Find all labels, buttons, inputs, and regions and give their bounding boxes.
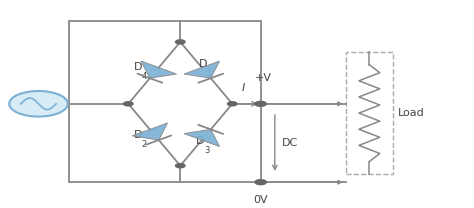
Text: D: D — [134, 62, 142, 72]
Polygon shape — [184, 129, 219, 146]
Circle shape — [175, 40, 185, 44]
Text: +V: +V — [255, 73, 272, 83]
Circle shape — [255, 101, 266, 106]
Text: DC: DC — [282, 138, 298, 148]
Circle shape — [255, 180, 266, 185]
Text: 3: 3 — [204, 146, 210, 155]
Polygon shape — [141, 61, 176, 78]
Text: 4: 4 — [142, 72, 147, 81]
Text: D: D — [196, 136, 204, 146]
Circle shape — [228, 102, 237, 106]
Circle shape — [9, 91, 68, 117]
Text: I: I — [242, 83, 245, 93]
Polygon shape — [132, 123, 168, 140]
Circle shape — [124, 102, 133, 106]
Text: 2: 2 — [142, 140, 147, 149]
Text: D: D — [134, 130, 142, 140]
Text: 1: 1 — [207, 69, 212, 78]
Polygon shape — [184, 61, 219, 78]
Text: Load: Load — [398, 108, 424, 118]
Text: D: D — [199, 59, 207, 69]
Circle shape — [175, 164, 185, 168]
Text: 0V: 0V — [253, 194, 268, 204]
